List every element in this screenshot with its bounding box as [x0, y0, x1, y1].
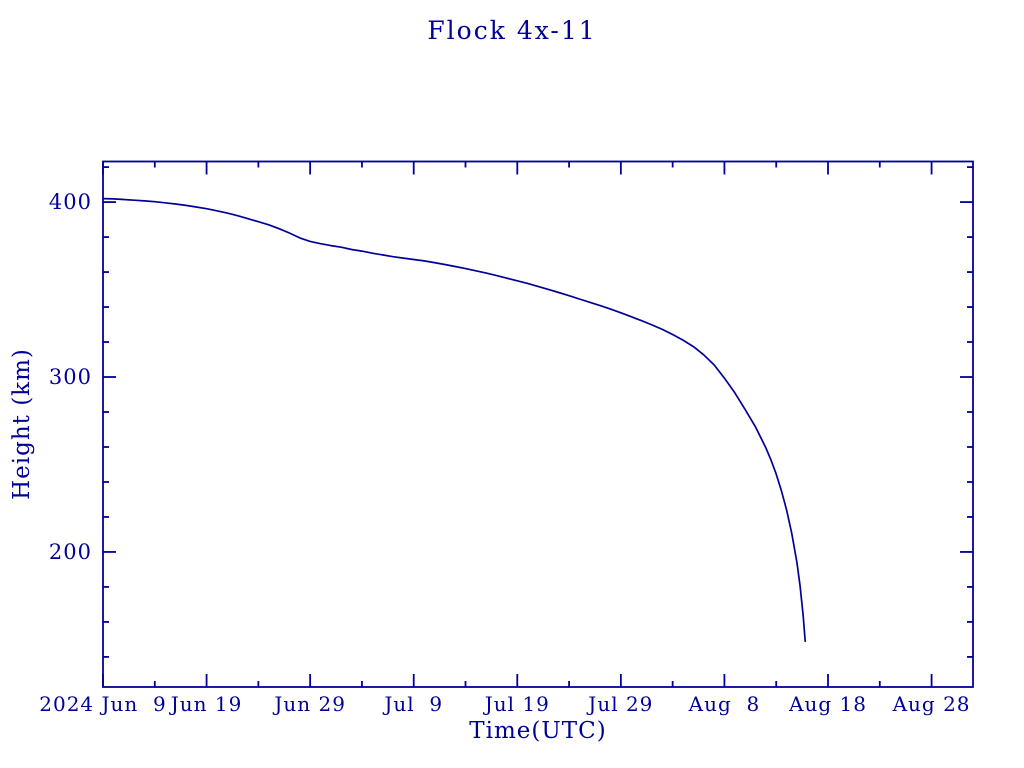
x-tick-label: Jul 29 — [586, 692, 653, 716]
x-tick-label: Jul 19 — [483, 692, 550, 716]
x-axis-title: Time(UTC) — [469, 718, 607, 744]
y-tick-label: 300 — [49, 365, 92, 389]
x-tick-label: 2024 Jun 9 — [39, 692, 166, 716]
x-tick-label: Jul 9 — [382, 692, 443, 716]
y-axis-ticks: 400 300 200 — [49, 166, 973, 658]
plot-frame — [102, 160, 974, 688]
x-tick-label: Aug 28 — [892, 692, 971, 716]
x-axis-ticks: 2024 Jun 9 Jun 19 Jun 29 Jul 9 Jul 19 Jul 29 A… — [39, 161, 971, 716]
y-tick-label: 200 — [49, 540, 92, 564]
x-tick-label: Aug 18 — [788, 692, 867, 716]
x-tick-label: Jun 19 — [169, 692, 243, 716]
x-tick-label: Jun 29 — [272, 692, 346, 716]
x-tick-label: Aug 8 — [688, 692, 761, 716]
height-series-line — [102, 197, 807, 643]
plot-frame-rect — [102, 160, 974, 688]
chart-title: Flock 4x-11 — [427, 16, 597, 45]
y-tick-label: 400 — [49, 190, 92, 214]
